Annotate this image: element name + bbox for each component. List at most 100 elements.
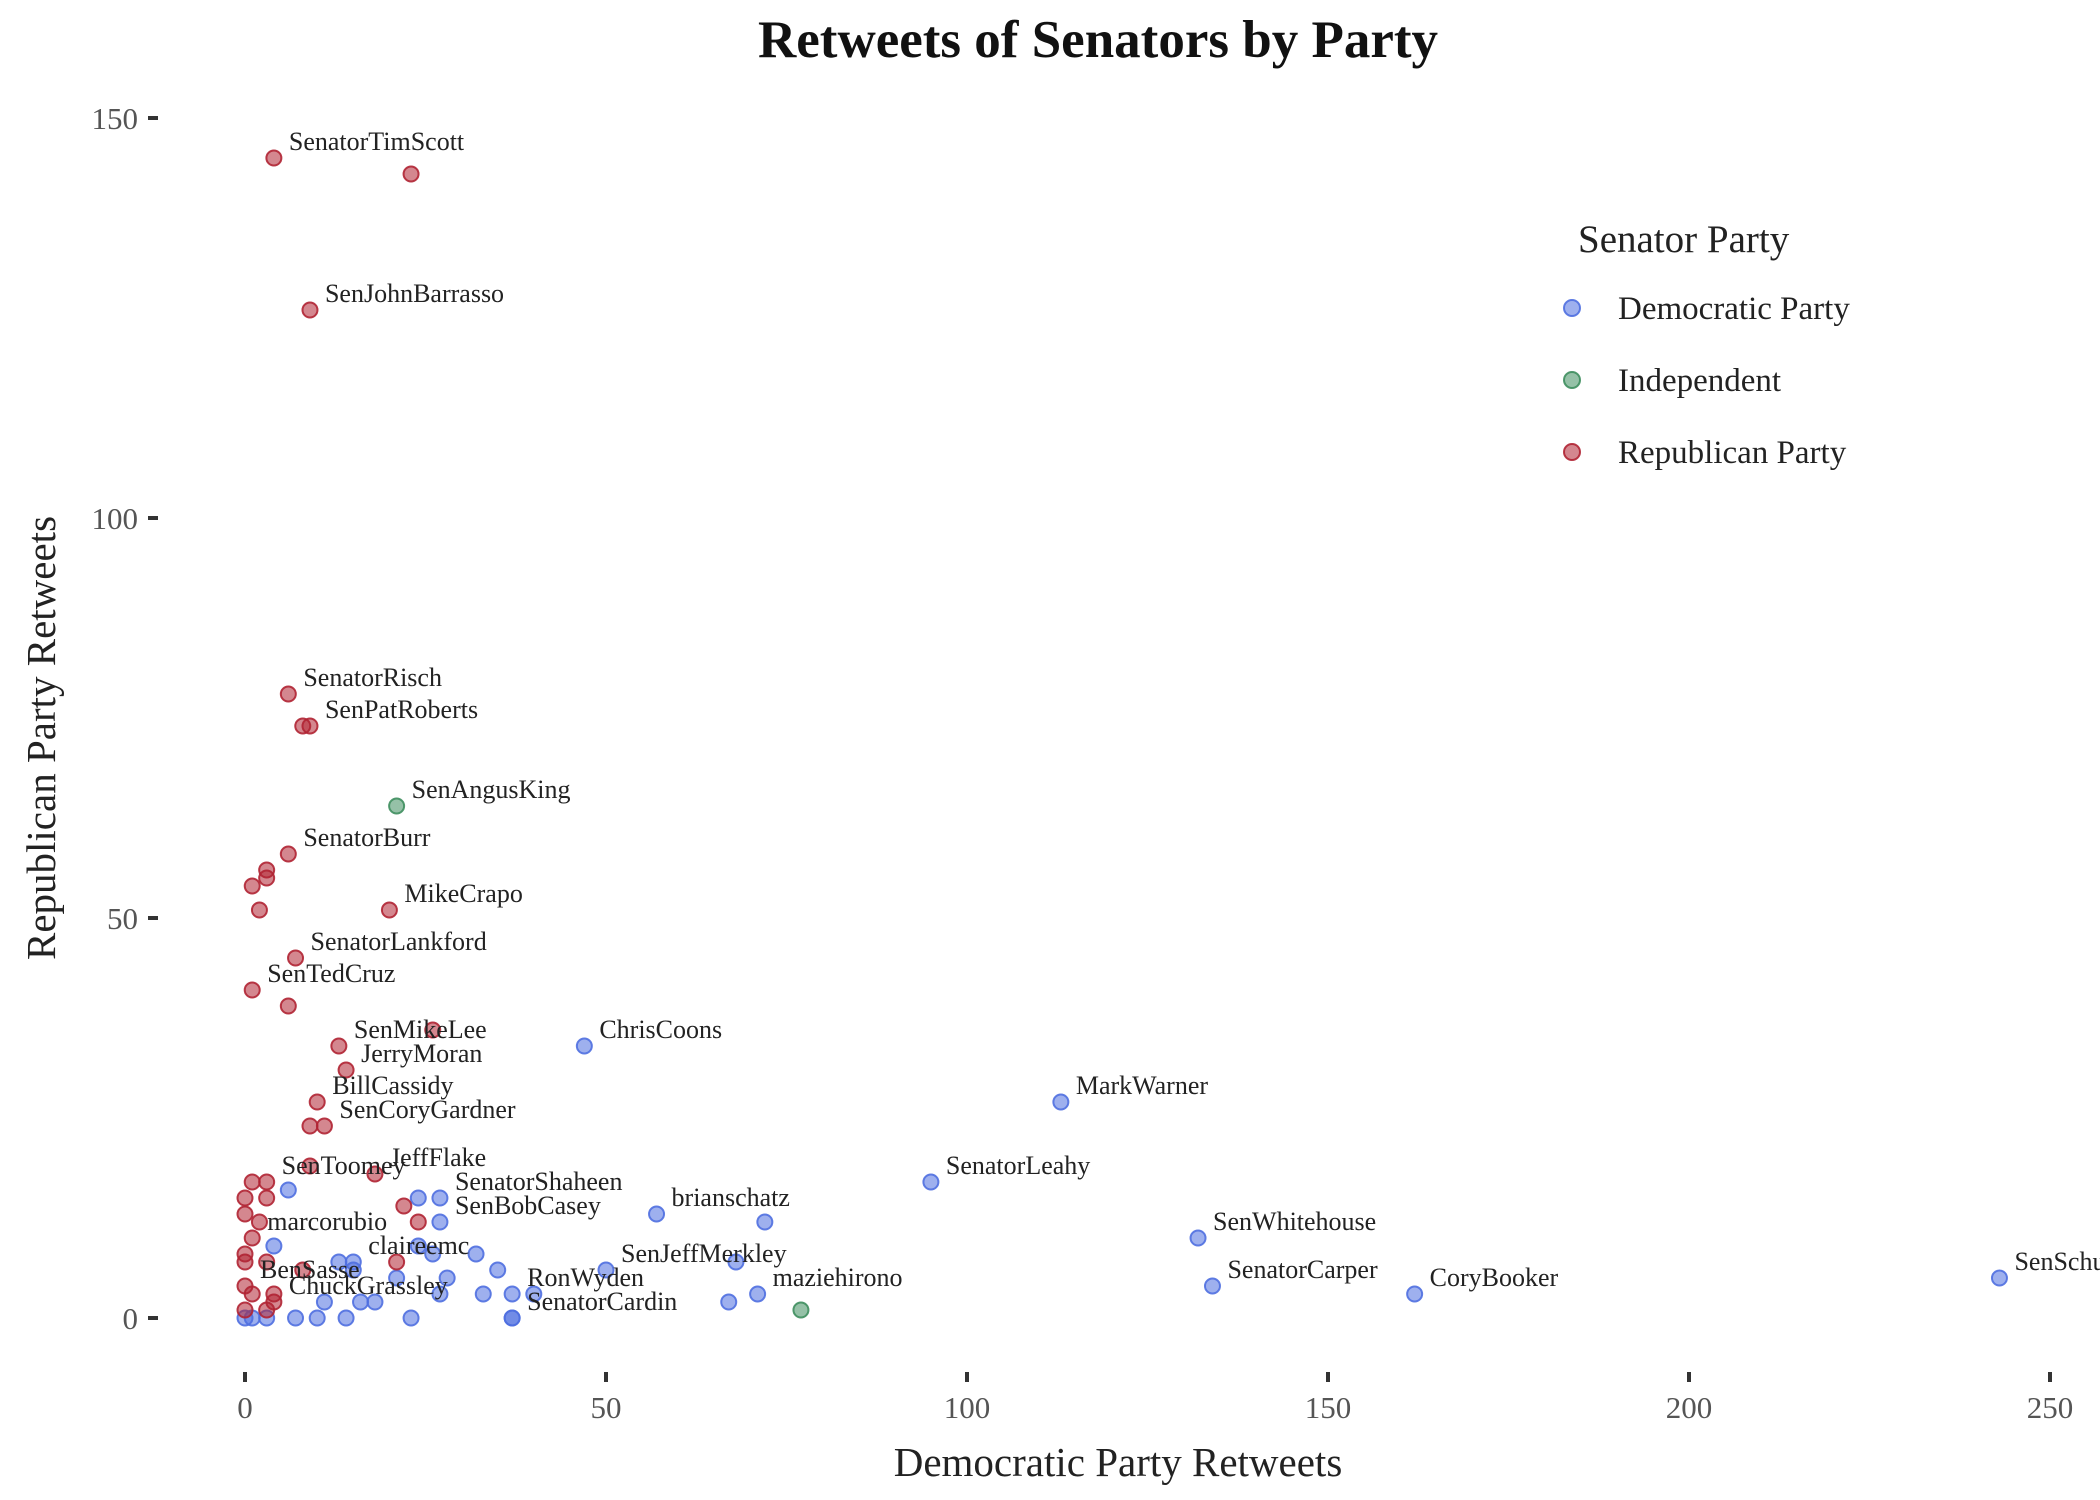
data-point: [380, 901, 398, 919]
data-point: [409, 1189, 427, 1207]
point-label: BenSasse: [260, 1255, 360, 1284]
data-point: [294, 1261, 312, 1279]
point-label: MarkWarner: [1076, 1071, 1209, 1100]
y-tick-label: 50: [107, 901, 138, 936]
point-label: CoryBooker: [1430, 1263, 1559, 1292]
point-label: SenPatRoberts: [325, 695, 478, 724]
data-point: [301, 1157, 319, 1175]
data-point: [258, 869, 276, 887]
x-tick-label: 250: [2027, 1390, 2074, 1425]
point-label: SenatorCarper: [1227, 1255, 1378, 1284]
x-tick-label: 100: [944, 1390, 991, 1425]
data-point: [301, 1117, 319, 1135]
y-tick-label: 150: [92, 101, 139, 136]
data-point: [250, 901, 268, 919]
data-point: [279, 845, 297, 863]
data-point: [575, 1037, 593, 1055]
point-label: MikeCrapo: [404, 879, 522, 908]
data-point: [388, 797, 406, 815]
data-point: [315, 1117, 333, 1135]
legend-label: Independent: [1618, 363, 1781, 399]
data-point: [424, 1245, 442, 1263]
x-tick-label: 0: [237, 1390, 253, 1425]
data-point: [474, 1285, 492, 1303]
data-point: [720, 1293, 738, 1311]
legend-title: Senator Party: [1578, 218, 1790, 261]
point-label: SenAngusKing: [412, 775, 571, 804]
data-point: [287, 1309, 305, 1327]
point-label: SenatorLankford: [311, 927, 487, 956]
point-label: RonWyden: [527, 1263, 644, 1292]
data-point: [1990, 1269, 2008, 1287]
data-point: [749, 1285, 767, 1303]
data-point: [431, 1213, 449, 1231]
data-point: [243, 1285, 261, 1303]
data-point: [727, 1253, 745, 1271]
data-point: [258, 1301, 276, 1319]
data-point: [308, 1309, 326, 1327]
data-point: [409, 1213, 427, 1231]
point-label: SenatorTimScott: [289, 127, 465, 156]
data-point: [366, 1165, 384, 1183]
data-point: [279, 1181, 297, 1199]
chart-title: Retweets of Senators by Party: [758, 11, 1438, 69]
y-tick-label: 0: [123, 1301, 139, 1336]
point-label: claireemc: [368, 1231, 469, 1260]
legend-swatch: [1563, 299, 1581, 317]
data-point: [243, 1229, 261, 1247]
data-point: [236, 1205, 254, 1223]
x-axis: 0 50 100 150 200 250: [237, 1372, 2073, 1425]
data-point: [409, 1237, 427, 1255]
data-point: [243, 877, 261, 895]
data-point: [1052, 1093, 1070, 1111]
data-point: [1406, 1285, 1424, 1303]
data-point: [315, 1293, 333, 1311]
data-point: [258, 1173, 276, 1191]
data-point: [792, 1301, 810, 1319]
point-label: SenSchumer: [2014, 1247, 2100, 1276]
data-point: [330, 1037, 348, 1055]
point-label: marcorubio: [267, 1207, 387, 1236]
point-label: SenBobCasey: [455, 1191, 601, 1220]
data-point: [648, 1205, 666, 1223]
data-point: [279, 997, 297, 1015]
data-point: [525, 1285, 543, 1303]
x-tick-label: 50: [591, 1390, 622, 1425]
data-point: [279, 685, 297, 703]
data-point: [236, 1301, 254, 1319]
y-axis: 0 50 100 150: [92, 101, 158, 1336]
data-point: [756, 1213, 774, 1231]
data-point: [344, 1261, 362, 1279]
legend-swatch: [1563, 371, 1581, 389]
data-point: [265, 1237, 283, 1255]
y-tick-label: 100: [92, 501, 139, 536]
data-point: [265, 149, 283, 167]
x-axis-title: Democratic Party Retweets: [894, 1439, 1343, 1485]
data-point: [301, 717, 319, 735]
point-label: maziehirono: [773, 1263, 903, 1292]
x-tick-label: 200: [1666, 1390, 1713, 1425]
data-point: [287, 949, 305, 967]
point-label: ChrisCoons: [599, 1015, 722, 1044]
data-point: [337, 1061, 355, 1079]
point-label: JerryMoran: [361, 1039, 482, 1068]
data-point: [431, 1189, 449, 1207]
point-label: SenatorCardin: [527, 1287, 677, 1316]
data-point: [922, 1173, 940, 1191]
data-point: [402, 165, 420, 183]
data-point: [330, 1253, 348, 1271]
data-point: [236, 1253, 254, 1271]
point-label: SenWhitehouse: [1213, 1207, 1376, 1236]
data-point: [250, 1213, 268, 1231]
data-point: [438, 1269, 456, 1287]
data-point: [1189, 1229, 1207, 1247]
point-label: SenCoryGardner: [339, 1095, 516, 1124]
data-point: [402, 1309, 420, 1327]
data-point: [308, 1093, 326, 1111]
legend-swatch: [1563, 443, 1581, 461]
data-point: [243, 981, 261, 999]
data-point: [337, 1309, 355, 1327]
data-point: [1203, 1277, 1221, 1295]
data-point: [597, 1261, 615, 1279]
